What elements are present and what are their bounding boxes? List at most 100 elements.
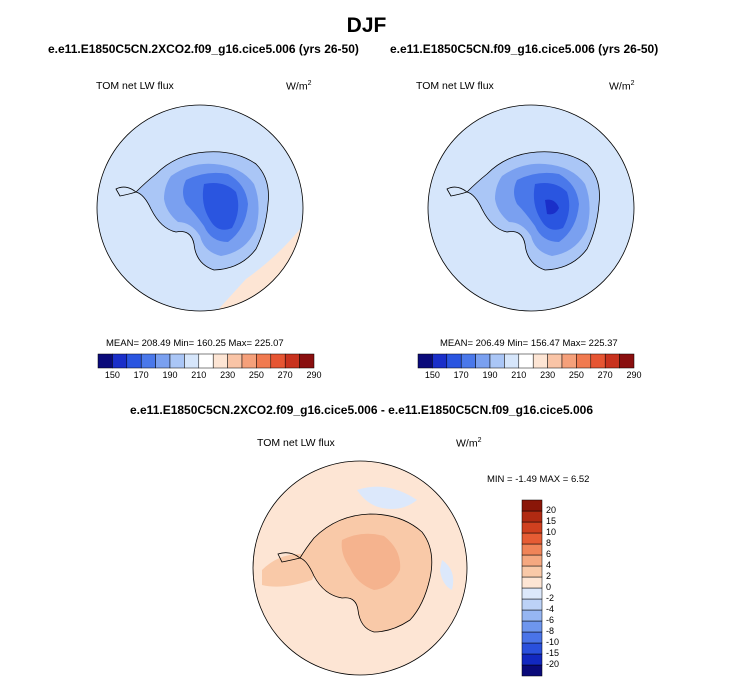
colorbar-swatch	[212, 353, 228, 369]
colorbar-swatch	[521, 653, 543, 666]
colorbar-swatch	[521, 565, 543, 578]
colorbar-tick-label: 270	[597, 370, 613, 380]
panel-1-case-title: e.e11.E1850C5CN.2XCO2.f09_g16.cice5.006 …	[48, 42, 359, 56]
colorbar-tick-label: -2	[546, 593, 555, 603]
colorbar-tick-label: 250	[248, 370, 264, 380]
colorbar-swatch	[126, 353, 142, 369]
diff-colorbar-ticks: 20 15 10 8 6 4 2 0 -2 -4 -6 -8 -10 -15 -20	[546, 500, 576, 676]
colorbar-tick-label: 210	[191, 370, 207, 380]
colorbar-swatch	[521, 576, 543, 589]
colorbar-tick-label: -4	[546, 604, 555, 614]
colorbar-swatch	[284, 353, 300, 369]
colorbar-tick-label: 170	[453, 370, 469, 380]
colorbar-swatch	[460, 353, 476, 369]
panel-1-units-label: W/m2	[286, 80, 312, 93]
colorbar-tick-label: 290	[626, 370, 642, 380]
colorbar-swatch	[299, 353, 315, 369]
colorbar-swatch	[532, 353, 548, 369]
colorbar-tick-label: 250	[568, 370, 584, 380]
colorbar-swatch	[590, 353, 606, 369]
colorbar-swatch	[270, 353, 286, 369]
colorbar-swatch	[521, 587, 543, 600]
diff-colorbar	[521, 499, 543, 677]
panel-2-case-title: e.e11.E1850C5CN.f09_g16.cice5.006 (yrs 2…	[390, 42, 659, 56]
panel-1-polar-map	[96, 104, 304, 312]
colorbar-swatch	[155, 353, 171, 369]
colorbar-swatch	[227, 353, 243, 369]
colorbar-swatch	[521, 510, 543, 523]
colorbar-swatch	[604, 353, 620, 369]
colorbar-swatch	[521, 543, 543, 556]
colorbar-swatch	[576, 353, 592, 369]
colorbar-tick-label: 270	[277, 370, 293, 380]
colorbar-tick-label: 190	[162, 370, 178, 380]
colorbar-tick-label: -6	[546, 615, 555, 625]
panel-1-stats: MEAN= 208.49 Min= 160.25 Max= 225.07	[106, 338, 284, 349]
colorbar-swatch	[521, 642, 543, 655]
colorbar-swatch	[417, 353, 433, 369]
colorbar-swatch	[112, 353, 128, 369]
diff-stats: MIN = -1.49 MAX = 6.52	[487, 474, 590, 485]
colorbar-tick-label: 10	[546, 527, 557, 537]
colorbar-swatch	[504, 353, 520, 369]
colorbar-swatch	[547, 353, 563, 369]
colorbar-swatch	[489, 353, 505, 369]
colorbar-swatch	[521, 499, 543, 512]
panel-1-colorbar	[97, 353, 315, 369]
colorbar-tick-label: 150	[424, 370, 440, 380]
colorbar-swatch	[475, 353, 491, 369]
colorbar-swatch	[521, 664, 543, 677]
diff-variable-label: TOM net LW flux	[257, 437, 335, 449]
colorbar-tick-label: -8	[546, 626, 555, 636]
colorbar-swatch	[184, 353, 200, 369]
colorbar-tick-label: 6	[546, 549, 552, 559]
map-negative-region	[357, 486, 417, 509]
colorbar-swatch	[561, 353, 577, 369]
panel-2-polar-map	[427, 104, 635, 312]
figure-title: DJF	[346, 14, 387, 37]
colorbar-swatch	[518, 353, 534, 369]
panel-1-variable-label: TOM net LW flux	[96, 80, 174, 92]
colorbar-tick-label: 2	[546, 571, 552, 581]
colorbar-tick-label: 8	[546, 538, 552, 548]
panel-2-variable-label: TOM net LW flux	[416, 80, 494, 92]
diff-polar-map	[252, 460, 468, 676]
colorbar-swatch	[140, 353, 156, 369]
colorbar-swatch	[521, 620, 543, 633]
colorbar-tick-label: 190	[482, 370, 498, 380]
colorbar-swatch	[432, 353, 448, 369]
colorbar-swatch	[521, 631, 543, 644]
colorbar-tick-label: -20	[546, 659, 560, 669]
colorbar-swatch	[521, 609, 543, 622]
colorbar-swatch	[521, 598, 543, 611]
colorbar-swatch	[198, 353, 214, 369]
panel-2-stats: MEAN= 206.49 Min= 156.47 Max= 225.37	[440, 338, 618, 349]
colorbar-tick-label: 0	[546, 582, 552, 592]
colorbar-tick-label: 230	[220, 370, 236, 380]
colorbar-tick-label: 15	[546, 516, 557, 526]
colorbar-tick-label: 20	[546, 505, 557, 515]
colorbar-swatch	[256, 353, 272, 369]
panel-2-colorbar-ticks: 150 170 190 210 230 250 270 290	[418, 370, 642, 382]
diff-units-label: W/m2	[456, 437, 482, 450]
colorbar-swatch	[521, 521, 543, 534]
colorbar-tick-label: -15	[546, 648, 560, 658]
panel-1-colorbar-ticks: 150 170 190 210 230 250 270 290	[98, 370, 322, 382]
colorbar-swatch	[619, 353, 635, 369]
colorbar-swatch	[97, 353, 113, 369]
colorbar-swatch	[446, 353, 462, 369]
colorbar-swatch	[169, 353, 185, 369]
colorbar-swatch	[521, 532, 543, 545]
colorbar-tick-label: 150	[104, 370, 120, 380]
colorbar-tick-label: 290	[306, 370, 322, 380]
colorbar-tick-label: 4	[546, 560, 552, 570]
diff-case-title: e.e11.E1850C5CN.2XCO2.f09_g16.cice5.006 …	[130, 403, 593, 417]
colorbar-tick-label: -10	[546, 637, 560, 647]
panel-2-units-label: W/m2	[609, 80, 635, 93]
map-positive-region	[262, 554, 315, 587]
panel-2-colorbar	[417, 353, 635, 369]
map-negative-region	[440, 560, 454, 590]
colorbar-swatch	[241, 353, 257, 369]
colorbar-tick-label: 170	[133, 370, 149, 380]
colorbar-tick-label: 210	[511, 370, 527, 380]
